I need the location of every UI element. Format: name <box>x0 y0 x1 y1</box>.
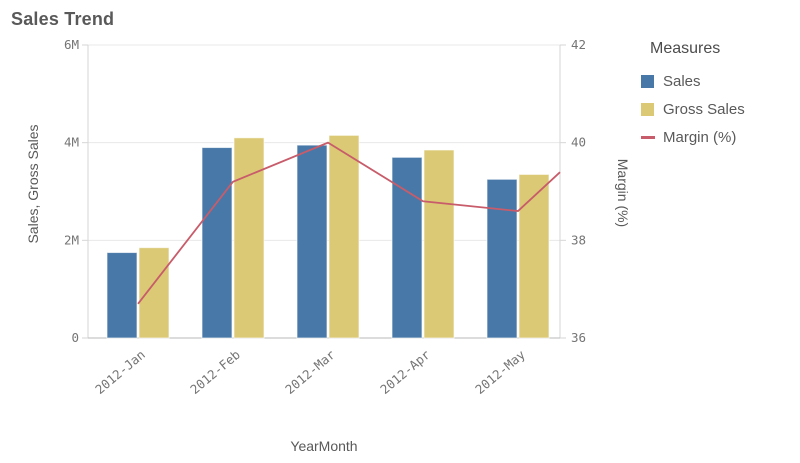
legend-item-label: Margin (%) <box>663 128 737 146</box>
legend-item-label: Sales <box>663 72 701 90</box>
bar-gross-sales-2012-mar[interactable] <box>328 134 360 339</box>
margin-line-layer <box>137 141 561 305</box>
x-tick-2012-apr[interactable]: 2012-Apr <box>377 347 433 397</box>
legend: Measures Sales Gross Sales Margin (%) <box>641 40 791 151</box>
y-right-tick-36: 36 <box>571 330 586 345</box>
bar-gross-sales-2012-feb[interactable] <box>233 137 265 339</box>
y-right-tick-38: 38 <box>571 232 586 247</box>
y-left-tick-0: 0 <box>71 330 79 345</box>
bar-gross-sales-2012-jan[interactable] <box>138 247 170 339</box>
legend-item-margin[interactable]: Margin (%) <box>641 123 791 151</box>
bar-sales-2012-jan[interactable] <box>106 252 138 339</box>
x-tick-2012-jan[interactable]: 2012-Jan <box>92 347 148 397</box>
y-left-tick-2m: 2M <box>64 232 79 247</box>
x-tick-2012-mar[interactable]: 2012-Mar <box>282 347 338 397</box>
y-right-tick-42: 42 <box>571 37 586 52</box>
bar-sales-2012-feb[interactable] <box>201 147 233 339</box>
gross-sales-swatch-icon <box>641 102 654 116</box>
margin-swatch-icon <box>641 135 655 139</box>
bar-sales-2012-apr[interactable] <box>391 156 423 339</box>
legend-item-label: Gross Sales <box>663 100 745 118</box>
y-axis-left-title: Sales, Gross Sales <box>25 124 41 243</box>
legend-item-gross-sales[interactable]: Gross Sales <box>641 95 791 123</box>
x-tick-2012-feb[interactable]: 2012-Feb <box>187 347 243 397</box>
bar-sales-2012-mar[interactable] <box>296 144 328 339</box>
y-axis-right-title: Margin (%) <box>615 159 631 227</box>
sales-swatch-icon <box>641 74 654 88</box>
legend-item-sales[interactable]: Sales <box>641 67 791 95</box>
line-margin[interactable] <box>137 141 561 305</box>
x-tick-2012-may[interactable]: 2012-May <box>472 347 528 397</box>
y-right-tick-40: 40 <box>571 135 586 150</box>
chart-title: Sales Trend <box>11 9 115 29</box>
y-left-tick-4m: 4M <box>64 135 79 150</box>
legend-title: Measures <box>650 40 721 57</box>
legend-items: Sales Gross Sales Margin (%) <box>641 67 791 151</box>
bars <box>106 134 550 339</box>
axes: 0 2M 4M 6M 36 38 40 42 <box>64 37 586 345</box>
bar-sales-2012-may[interactable] <box>486 178 518 339</box>
y-left-tick-6m: 6M <box>64 37 79 52</box>
x-tick-labels: 2012-Jan 2012-Feb 2012-Mar 2012-Apr 2012-May <box>92 347 528 397</box>
x-axis-title: YearMonth <box>290 438 357 454</box>
bar-gross-sales-2012-may[interactable] <box>518 173 550 339</box>
bar-gross-sales-2012-apr[interactable] <box>423 149 455 339</box>
